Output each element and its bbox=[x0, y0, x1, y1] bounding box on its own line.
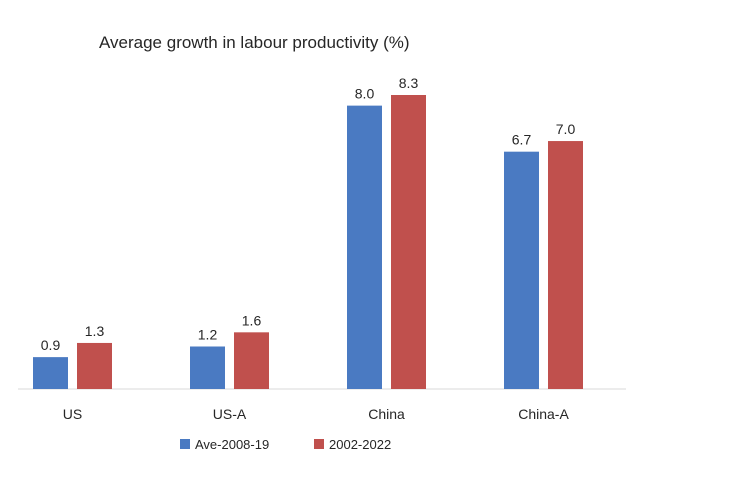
bar-us-a-series-1 bbox=[190, 346, 225, 389]
bar-china-a-series-2 bbox=[548, 141, 583, 389]
bars-layer bbox=[33, 95, 583, 390]
x-tick-label: US-A bbox=[213, 406, 247, 422]
legend-label-series-1: Ave-2008-19 bbox=[195, 437, 269, 452]
bar-china-series-2 bbox=[391, 95, 426, 389]
bar-us-series-1 bbox=[33, 357, 68, 389]
legend-swatch-series-2 bbox=[314, 439, 324, 449]
bar-china-a-series-1 bbox=[504, 151, 539, 389]
data-label: 8.0 bbox=[355, 86, 375, 102]
bar-china-series-1 bbox=[347, 105, 382, 390]
legend-label-series-2: 2002-2022 bbox=[329, 437, 391, 452]
data-label: 8.3 bbox=[399, 75, 419, 91]
x-tick-label: US bbox=[63, 406, 82, 422]
data-label: 6.7 bbox=[512, 132, 532, 148]
data-label: 7.0 bbox=[556, 121, 576, 137]
bar-us-series-2 bbox=[77, 342, 112, 389]
chart-title: Average growth in labour productivity (%… bbox=[99, 33, 410, 52]
legend: Ave-2008-19 2002-2022 bbox=[180, 437, 391, 452]
data-label: 0.9 bbox=[41, 337, 61, 353]
bar-us-a-series-2 bbox=[234, 332, 269, 389]
x-tick-labels: US US-A China China-A bbox=[63, 406, 570, 422]
data-label: 1.3 bbox=[85, 323, 105, 339]
x-tick-label: China-A bbox=[518, 406, 569, 422]
legend-swatch-series-1 bbox=[180, 439, 190, 449]
data-label: 1.2 bbox=[198, 326, 218, 342]
x-tick-label: China bbox=[368, 406, 405, 422]
data-labels-layer: 0.9 1.3 1.2 1.6 8.0 8.3 6.7 7.0 bbox=[41, 75, 576, 353]
data-label: 1.6 bbox=[242, 312, 262, 328]
